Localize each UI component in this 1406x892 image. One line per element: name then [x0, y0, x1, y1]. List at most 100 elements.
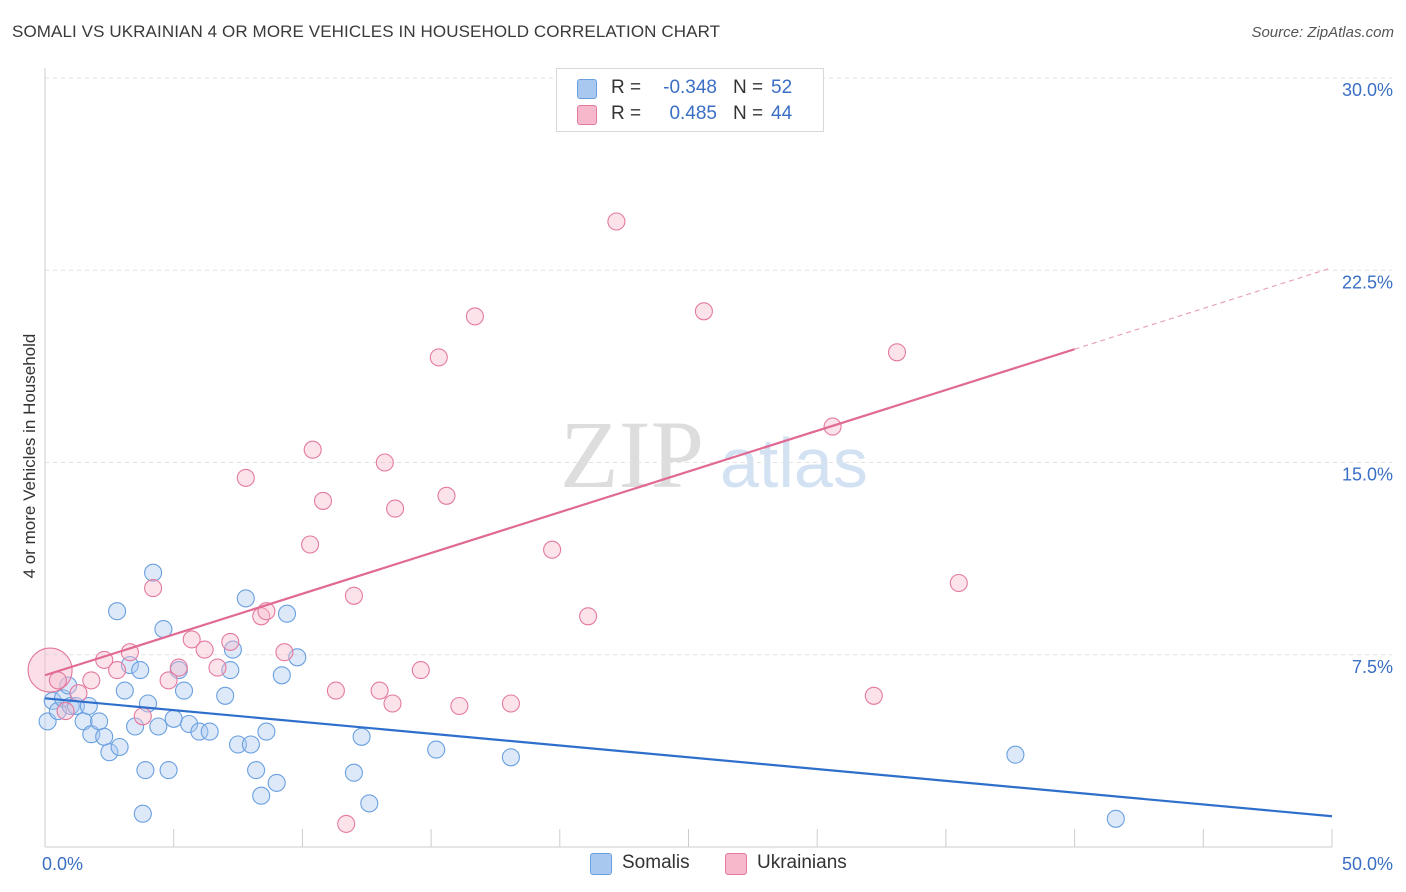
somalis-point [501, 748, 520, 767]
ukrainians-point [182, 630, 201, 649]
somalis-point [252, 786, 271, 805]
somalis-point [126, 717, 145, 736]
somalis-point [257, 722, 276, 741]
somalis-point [108, 602, 127, 621]
n-value: 44 [771, 103, 793, 124]
ukrainians-point [159, 671, 178, 690]
somalis-point [241, 735, 260, 754]
ukrainians-point [501, 694, 520, 713]
somalis-point [115, 681, 134, 700]
ukrainians-point [370, 681, 389, 700]
ukrainians-swatch [577, 105, 597, 125]
ukrainians-point [108, 661, 127, 680]
somalis-point [190, 722, 209, 741]
ukrainians-point [864, 686, 883, 705]
ukrainians-point [221, 632, 240, 651]
trend-lines [44, 267, 1333, 818]
somalis-legend-label: Somalis [622, 852, 690, 873]
ukrainians-point [465, 307, 484, 326]
r-label: R = [611, 103, 642, 124]
ukrainians-point [543, 540, 562, 559]
series-somalis [38, 563, 1125, 828]
n-label: N = [733, 103, 764, 124]
ukrainians-point [607, 212, 626, 231]
ukrainians-point [411, 661, 430, 680]
somalis-point [149, 717, 168, 736]
ukrainians-point [303, 440, 322, 459]
ukrainians-point [208, 658, 227, 677]
somalis-point [216, 686, 235, 705]
ukrainians-point [275, 643, 294, 662]
source-credit: Source: ZipAtlas.com [1251, 24, 1394, 41]
ukrainians-point [56, 702, 75, 721]
r-value: 0.485 [669, 103, 717, 124]
somalis-trend-line [44, 697, 1333, 818]
ukrainians-point [375, 453, 394, 472]
somalis-point [110, 737, 129, 757]
ukrainians-legend-label: Ukrainians [757, 852, 847, 873]
somalis-point [100, 743, 119, 762]
ukrainians-point [437, 486, 456, 505]
ukrainians-trend-extension [1074, 267, 1333, 350]
ukrainians-trend-line [44, 348, 1075, 677]
ukrainians-point [27, 647, 73, 693]
ukrainians-point [144, 579, 163, 598]
somalis-point [159, 761, 178, 780]
somalis-point [247, 761, 266, 780]
correlation-legend: R = -0.348 N = 52 R = 0.485 N = 44 [556, 68, 824, 132]
y-tick-label: 30.0% [1342, 80, 1393, 100]
ukrainians-point [579, 607, 598, 626]
r-value: -0.348 [663, 77, 717, 98]
somalis-point [1106, 809, 1125, 828]
tick-labels: 7.5% 15.0% 22.5% 30.0% 0.0% 50.0% [42, 80, 1393, 874]
somalis-point [180, 714, 199, 734]
ukrainians-point [236, 468, 255, 487]
gridlines [45, 77, 1392, 656]
r-label: R = [611, 77, 642, 98]
somalis-point [352, 727, 371, 746]
ukrainians-point [344, 586, 363, 605]
ukrainians-point [69, 684, 88, 703]
n-label: N = [733, 77, 764, 98]
somalis-point [228, 735, 248, 754]
chart-title: SOMALI VS UKRAINIAN 4 OR MORE VEHICLES I… [12, 22, 721, 41]
ukrainians-point [169, 658, 188, 677]
x-tick-label: 50.0% [1342, 854, 1393, 874]
watermark-zip: ZIP [560, 401, 704, 508]
ukrainians-point [48, 671, 67, 690]
ukrainians-legend-swatch [725, 853, 747, 875]
somalis-point [344, 763, 363, 782]
somalis-point [59, 676, 78, 695]
ukrainians-point [337, 814, 356, 833]
y-tick-label: 7.5% [1352, 657, 1393, 677]
somalis-point [164, 709, 183, 728]
ukrainians-point [450, 696, 469, 716]
somalis-point [267, 773, 286, 792]
y-axis-label: 4 or more Vehicles in Household [20, 333, 39, 579]
somalis-point [131, 661, 150, 680]
somalis-point [277, 604, 297, 623]
ukrainians-point [326, 681, 345, 700]
somalis-point [427, 740, 446, 759]
somalis-point [174, 681, 194, 700]
data-points [27, 212, 1125, 833]
somalis-point [360, 794, 379, 813]
somalis-point [95, 727, 114, 746]
somalis-point [236, 589, 255, 608]
somalis-point [1006, 745, 1025, 764]
n-value: 52 [771, 77, 793, 98]
y-tick-label: 15.0% [1342, 465, 1393, 485]
ukrainians-point [313, 491, 333, 510]
somalis-point [200, 722, 219, 741]
axes [44, 68, 1333, 848]
ukrainians-point [133, 707, 152, 726]
somalis-swatch [577, 79, 597, 99]
somalis-point [136, 761, 155, 780]
somalis-legend-swatch [590, 853, 612, 875]
ukrainians-point [301, 535, 320, 554]
ukrainians-point [887, 343, 907, 362]
y-tick-label: 22.5% [1342, 272, 1393, 292]
x-tick-label: 0.0% [42, 854, 83, 874]
somalis-point [133, 804, 152, 823]
